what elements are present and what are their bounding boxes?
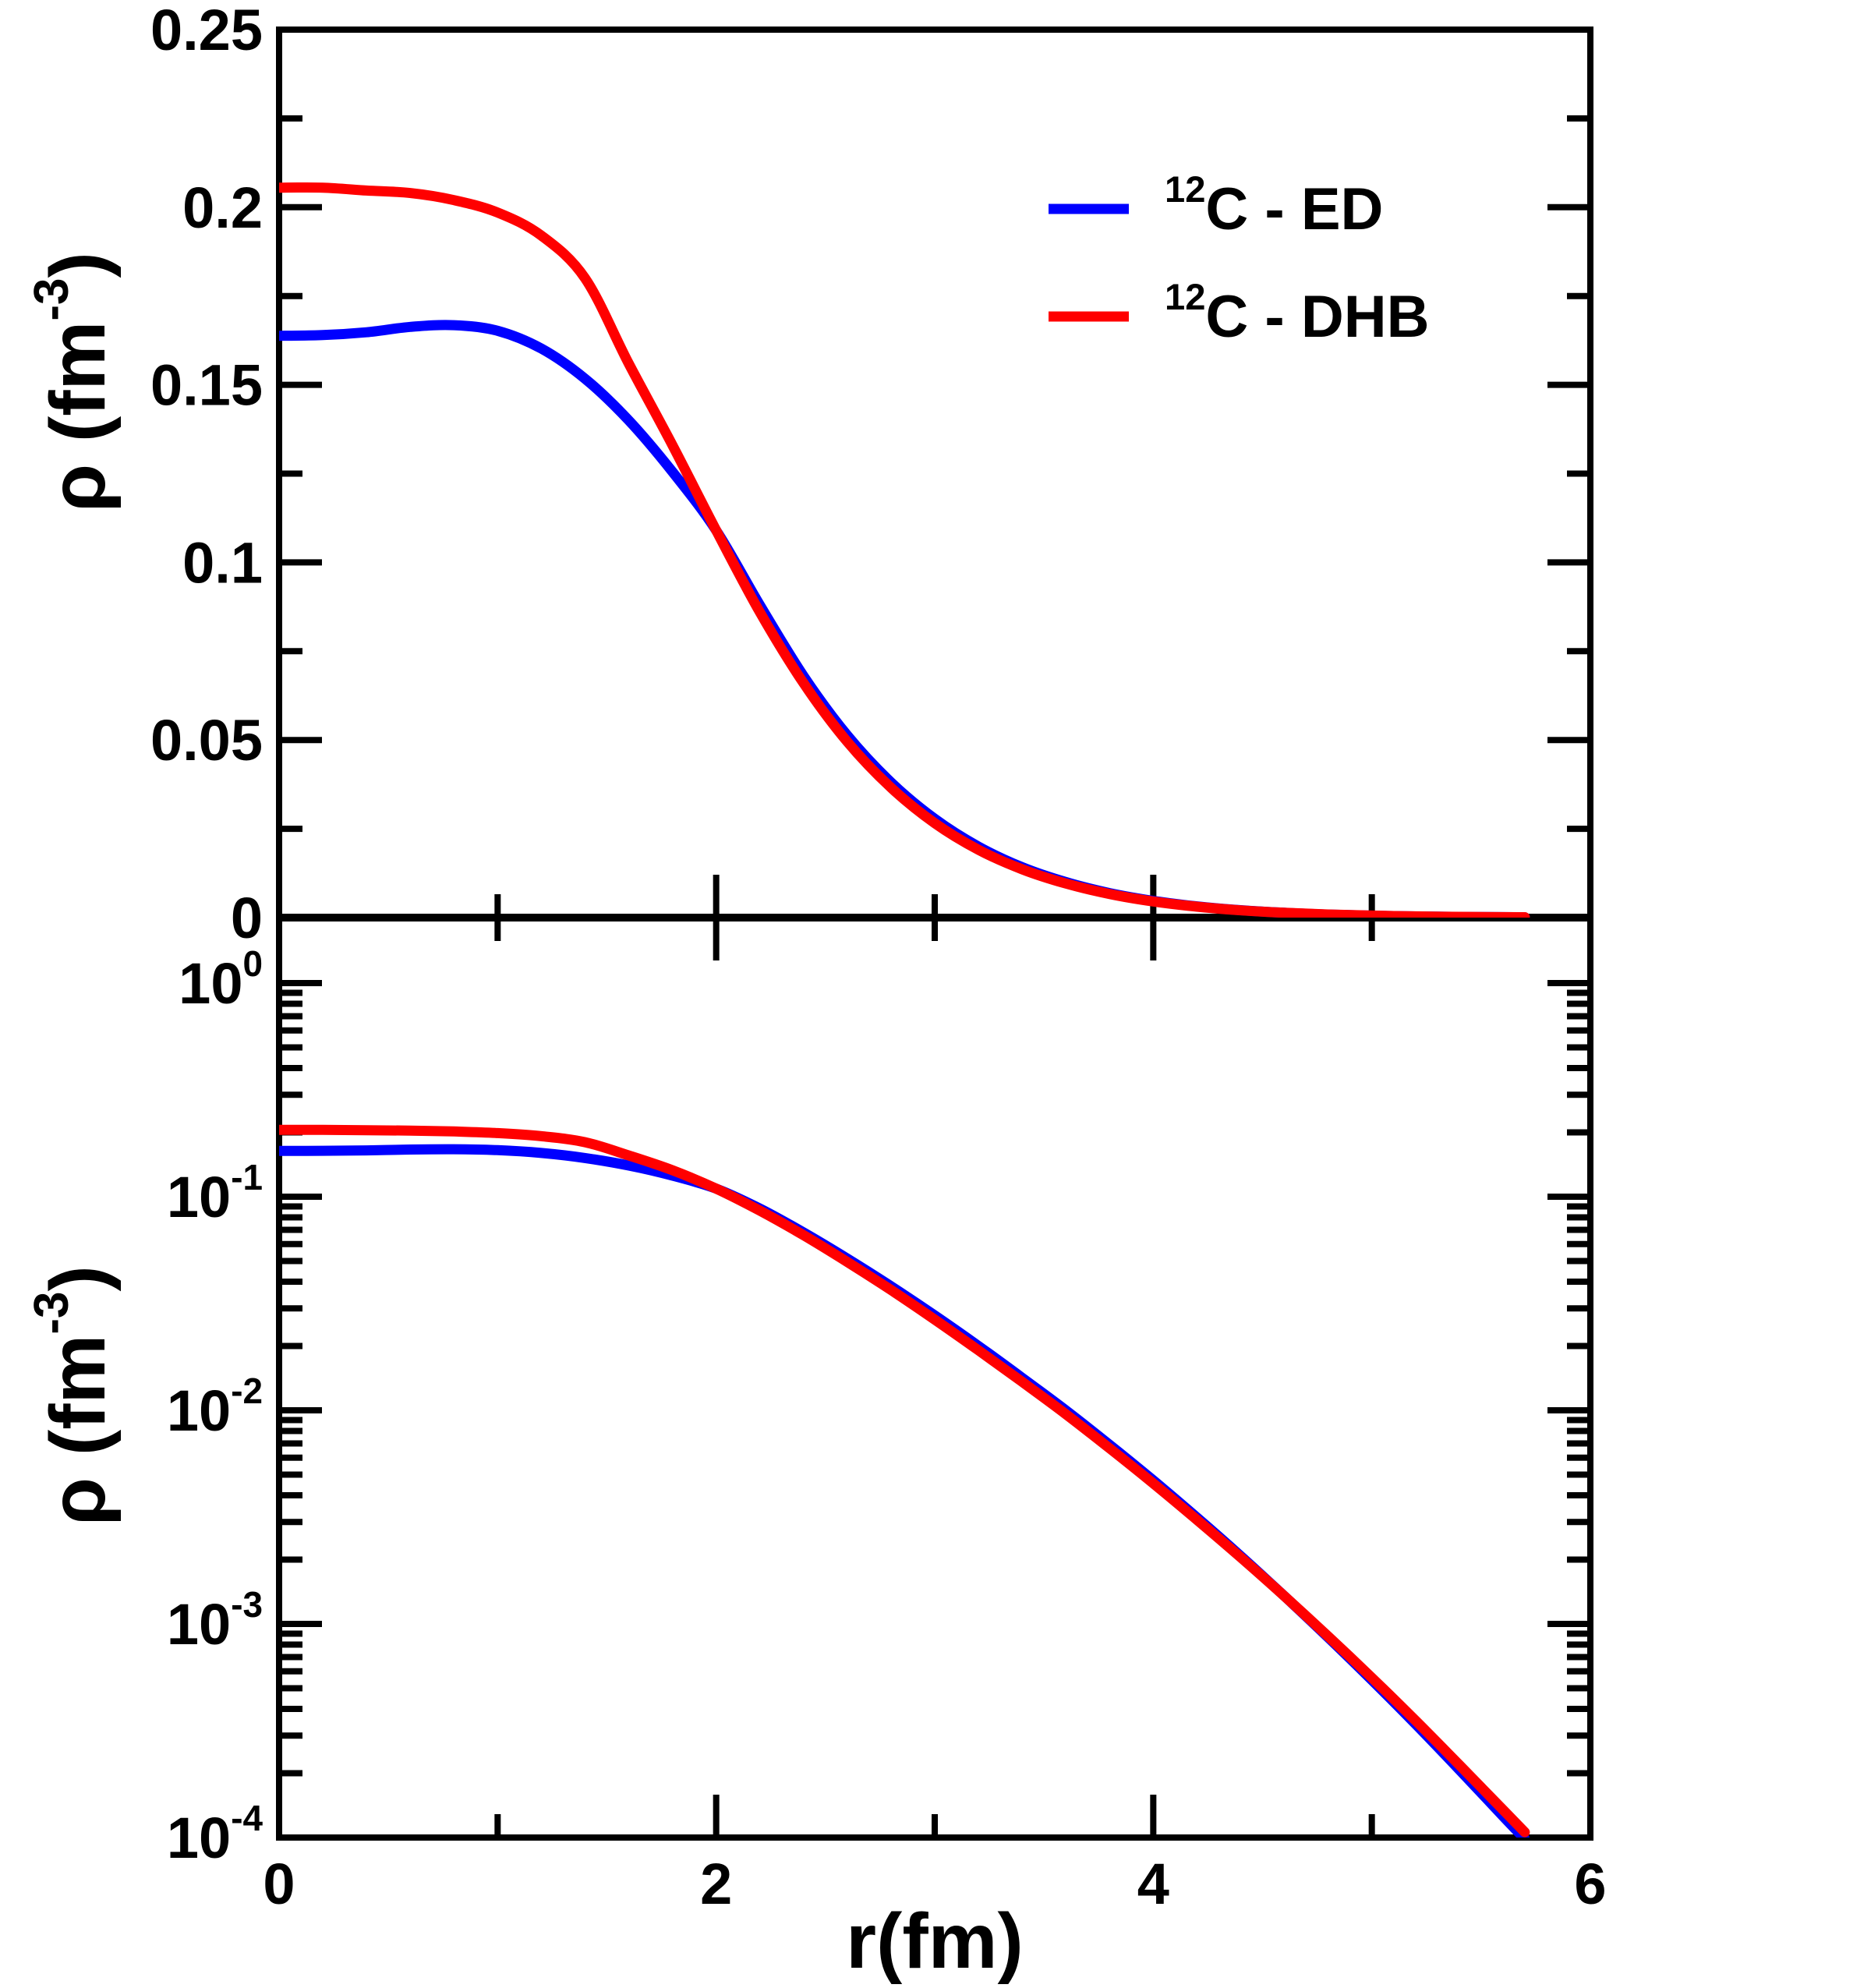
top-y-tick-label: 0.1 (182, 530, 263, 595)
y-axis-title-bottom-sup: -3 (24, 1292, 78, 1335)
bottom-y-tick-label: 10-2 (167, 1371, 263, 1443)
x-tick-label: 0 (263, 1852, 295, 1916)
bottom-y-tick-label-base: 10 (167, 1165, 231, 1229)
y-axis-title-bottom-base: ) (34, 1265, 122, 1291)
top-panel-curves (279, 182, 1530, 918)
y-axis-title-top-sup: -3 (24, 278, 78, 321)
x-tick-label: 4 (1137, 1852, 1169, 1916)
legend-label-ed: 12C - ED (1165, 168, 1383, 242)
bottom-y-tick-label-base: 10 (167, 1592, 231, 1657)
bottom-y-tick-label-sup: -3 (231, 1584, 263, 1625)
top-y-tick-label-base: 0.1 (182, 530, 263, 595)
x-tick-label: 6 (1574, 1852, 1606, 1916)
x-tick-label-base: 0 (263, 1852, 295, 1916)
y-axis-title-bottom-base: ρ (fm (34, 1335, 122, 1526)
legend-label-ed-sup: 12 (1165, 168, 1205, 210)
bottom-y-tick-label: 10-4 (167, 1798, 263, 1870)
x-tick-label-base: 2 (700, 1852, 732, 1916)
top-y-tick-label-base: 0.2 (182, 175, 263, 239)
y-axis-title-top-base: ) (34, 252, 122, 278)
top-y-tick-label: 0.05 (150, 708, 263, 773)
top-y-tick-label-base: 0.25 (150, 0, 263, 62)
bottom-y-tick-label-sup: -2 (231, 1371, 263, 1411)
top-y-tick-label-base: 0 (231, 886, 263, 950)
bottom-y-tick-label-base: 10 (167, 1806, 231, 1870)
top-y-tick-label-base: 0.05 (150, 708, 263, 773)
bottom-panel-curves (279, 1124, 1530, 1838)
bottom-y-tick-label-base: 10 (167, 1378, 231, 1443)
series-line-dhb-log (279, 1124, 1530, 1838)
top-y-tick-label: 0 (231, 886, 263, 950)
top-y-tick-label-base: 0.15 (150, 352, 263, 417)
y-axis-title-bottom: ρ (fm-3) (24, 1265, 122, 1526)
legend-label-dhb-base: C - DHB (1205, 284, 1429, 350)
bottom-y-tick-label: 100 (179, 943, 263, 1016)
x-tick-label: 2 (700, 1852, 732, 1916)
series-line-dhb-linear (279, 182, 1530, 918)
bottom-y-tick-label-sup: 0 (242, 943, 263, 984)
x-tick-label-base: 6 (1574, 1852, 1606, 1916)
y-axis-title-top: ρ (fm-3) (24, 252, 122, 512)
y-axis-title-top-base: ρ (fm (34, 321, 122, 512)
legend-label-dhb: 12C - DHB (1165, 276, 1429, 350)
bottom-y-tick-label-sup: -1 (231, 1157, 263, 1197)
top-y-tick-label: 0.2 (182, 175, 263, 239)
top-y-tick-label: 0.25 (150, 0, 263, 62)
legend-label-ed-base: C - ED (1205, 176, 1383, 242)
x-axis-title: r(fm) (846, 1898, 1024, 1985)
legend-label-dhb-sup: 12 (1165, 276, 1205, 317)
x-axis-title-base: r(fm) (846, 1898, 1024, 1985)
top-y-tick-label: 0.15 (150, 352, 263, 417)
bottom-y-tick-label: 10-1 (167, 1157, 263, 1229)
bottom-y-tick-label: 10-3 (167, 1584, 263, 1657)
bottom-y-tick-label-sup: -4 (231, 1798, 263, 1838)
x-tick-label-base: 4 (1137, 1852, 1169, 1916)
bottom-y-tick-label-base: 10 (179, 951, 242, 1016)
